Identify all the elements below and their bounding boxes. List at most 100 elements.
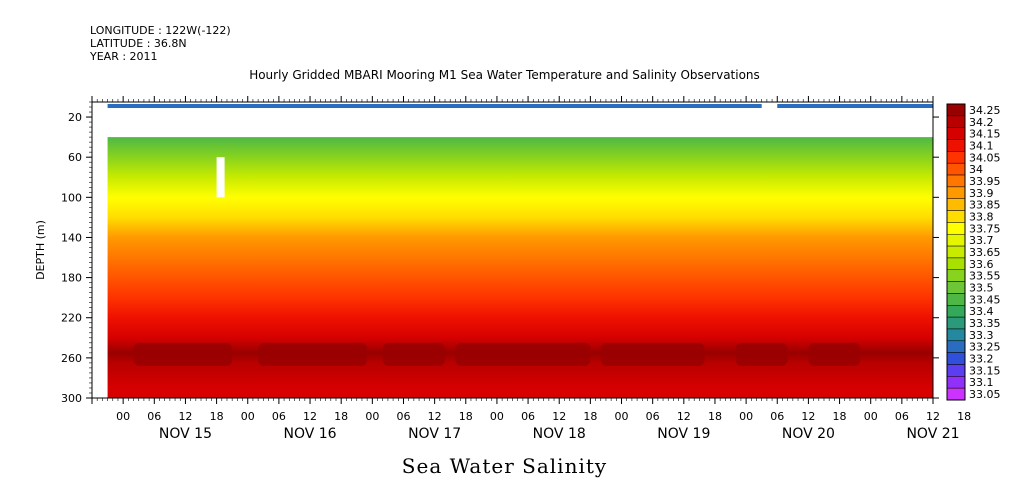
x-tick-label: 06 (521, 410, 535, 423)
x-day-label: NOV 18 (533, 426, 586, 442)
colorbar-label: 33.35 (969, 317, 1001, 330)
colorbar-label: 33.9 (969, 187, 994, 200)
x-tick-label: 00 (615, 410, 629, 423)
longitude-text: LONGITUDE : 122W(-122) (90, 24, 231, 37)
y-axis-label: DEPTH (m) (34, 220, 47, 280)
x-tick-label: 12 (178, 410, 192, 423)
x-day-label: NOV 17 (408, 426, 461, 442)
x-tick-label: 06 (396, 410, 410, 423)
deep-salinity-patch (133, 342, 233, 366)
colorbar-swatch (946, 364, 966, 377)
colorbar-swatch (946, 115, 966, 128)
colorbar-label: 33.2 (969, 353, 994, 366)
colorbar-swatch (946, 316, 966, 330)
colorbar-label: 34.1 (969, 139, 994, 152)
x-tick-label: 18 (334, 410, 348, 423)
colorbar-label: 33.3 (969, 329, 994, 342)
colorbar-label: 34.05 (969, 151, 1001, 164)
y-tick-label: 20 (68, 111, 82, 124)
colorbar-swatch (946, 151, 966, 164)
y-tick-label: 220 (61, 312, 82, 325)
x-tick-label: 12 (926, 410, 940, 423)
colorbar-swatch (946, 293, 966, 306)
colorbar-swatch (946, 245, 966, 259)
y-tick-label: 180 (61, 272, 82, 285)
colorbar-swatch (946, 198, 966, 211)
deep-salinity-patch (382, 342, 446, 366)
x-day-label: NOV 21 (906, 426, 959, 442)
x-tick-label: 18 (583, 410, 597, 423)
deep-salinity-patch (258, 342, 368, 366)
colorbar-swatch (946, 162, 966, 176)
colorbar-label: 34 (969, 163, 983, 176)
colorbar-label: 34.2 (969, 116, 994, 129)
colorbar-label: 33.5 (969, 282, 994, 295)
colorbar-label: 34.15 (969, 128, 1001, 141)
chart-title: Hourly Gridded MBARI Mooring M1 Sea Wate… (249, 68, 760, 82)
colorbar-label: 33.1 (969, 376, 994, 389)
colorbar-label: 33.65 (969, 246, 1001, 259)
x-tick-label: 06 (272, 410, 286, 423)
x-tick-label: 06 (770, 410, 784, 423)
colorbar-label: 33.15 (969, 364, 1001, 377)
colorbar-swatch (946, 352, 966, 365)
surface-band (107, 104, 762, 109)
colorbar-label: 33.8 (969, 210, 994, 223)
colorbar-swatch (946, 340, 966, 353)
colorbar-swatch (946, 281, 966, 294)
colorbar-label: 33.95 (969, 175, 1001, 188)
x-tick-label: 00 (241, 410, 255, 423)
colorbar-label: 33.45 (969, 293, 1001, 306)
colorbar-swatch (946, 376, 966, 389)
missing-data-gap (216, 157, 225, 198)
x-tick-label: 12 (303, 410, 317, 423)
colorbar-swatch (946, 174, 966, 188)
colorbar-swatch (946, 305, 966, 318)
colorbar-label: 33.85 (969, 199, 1001, 212)
colorbar-label: 33.6 (969, 258, 994, 271)
colorbar-swatch (946, 387, 966, 401)
x-tick-label: 06 (147, 410, 161, 423)
x-tick-label: 00 (864, 410, 878, 423)
colorbar-swatch (946, 139, 966, 152)
surface-band (777, 104, 933, 109)
colorbar-label: 33.25 (969, 341, 1001, 354)
colorbar-swatch (946, 186, 966, 199)
colorbar: 34.2534.234.1534.134.053433.9533.933.853… (946, 103, 1001, 401)
colorbar-swatch (946, 103, 966, 117)
axes: 20 60 100 140 180 220 260 300 00 06 12 18 00 06 12 18 00… (61, 96, 971, 442)
x-tick-label: 00 (116, 410, 130, 423)
colorbar-swatch (946, 127, 966, 140)
colorbar-label: 33.55 (969, 270, 1001, 283)
y-tick-label: 140 (61, 231, 82, 244)
y-tick-label: 100 (61, 191, 82, 204)
colorbar-label: 33.05 (969, 388, 1001, 401)
x-tick-label: 18 (833, 410, 847, 423)
x-tick-label: 00 (365, 410, 379, 423)
colorbar-swatch (946, 222, 966, 235)
y-tick-label: 260 (61, 352, 82, 365)
y-tick-label: 60 (68, 151, 82, 164)
x-tick-label: 12 (428, 410, 442, 423)
x-tick-label: 12 (552, 410, 566, 423)
year-text: YEAR : 2011 (90, 50, 158, 63)
colorbar-label: 33.4 (969, 305, 994, 318)
deep-salinity-patch (808, 342, 861, 366)
plot-area (91, 101, 934, 399)
colorbar-swatch (946, 210, 966, 223)
latitude-text: LATITUDE : 36.8N (90, 37, 187, 50)
x-day-label: NOV 19 (657, 426, 710, 442)
x-day-label: NOV 15 (159, 426, 212, 442)
figure-caption: Sea Water Salinity (401, 454, 608, 478)
x-tick-label: 18 (957, 410, 971, 423)
x-tick-label: 00 (490, 410, 504, 423)
x-tick-label: 06 (895, 410, 909, 423)
colorbar-swatch (946, 257, 966, 271)
x-tick-label: 18 (210, 410, 224, 423)
x-day-label: NOV 16 (283, 426, 336, 442)
colorbar-label: 33.7 (969, 234, 994, 247)
y-tick-label: 300 (61, 392, 82, 405)
deep-salinity-patch (735, 342, 788, 366)
x-tick-label: 00 (739, 410, 753, 423)
